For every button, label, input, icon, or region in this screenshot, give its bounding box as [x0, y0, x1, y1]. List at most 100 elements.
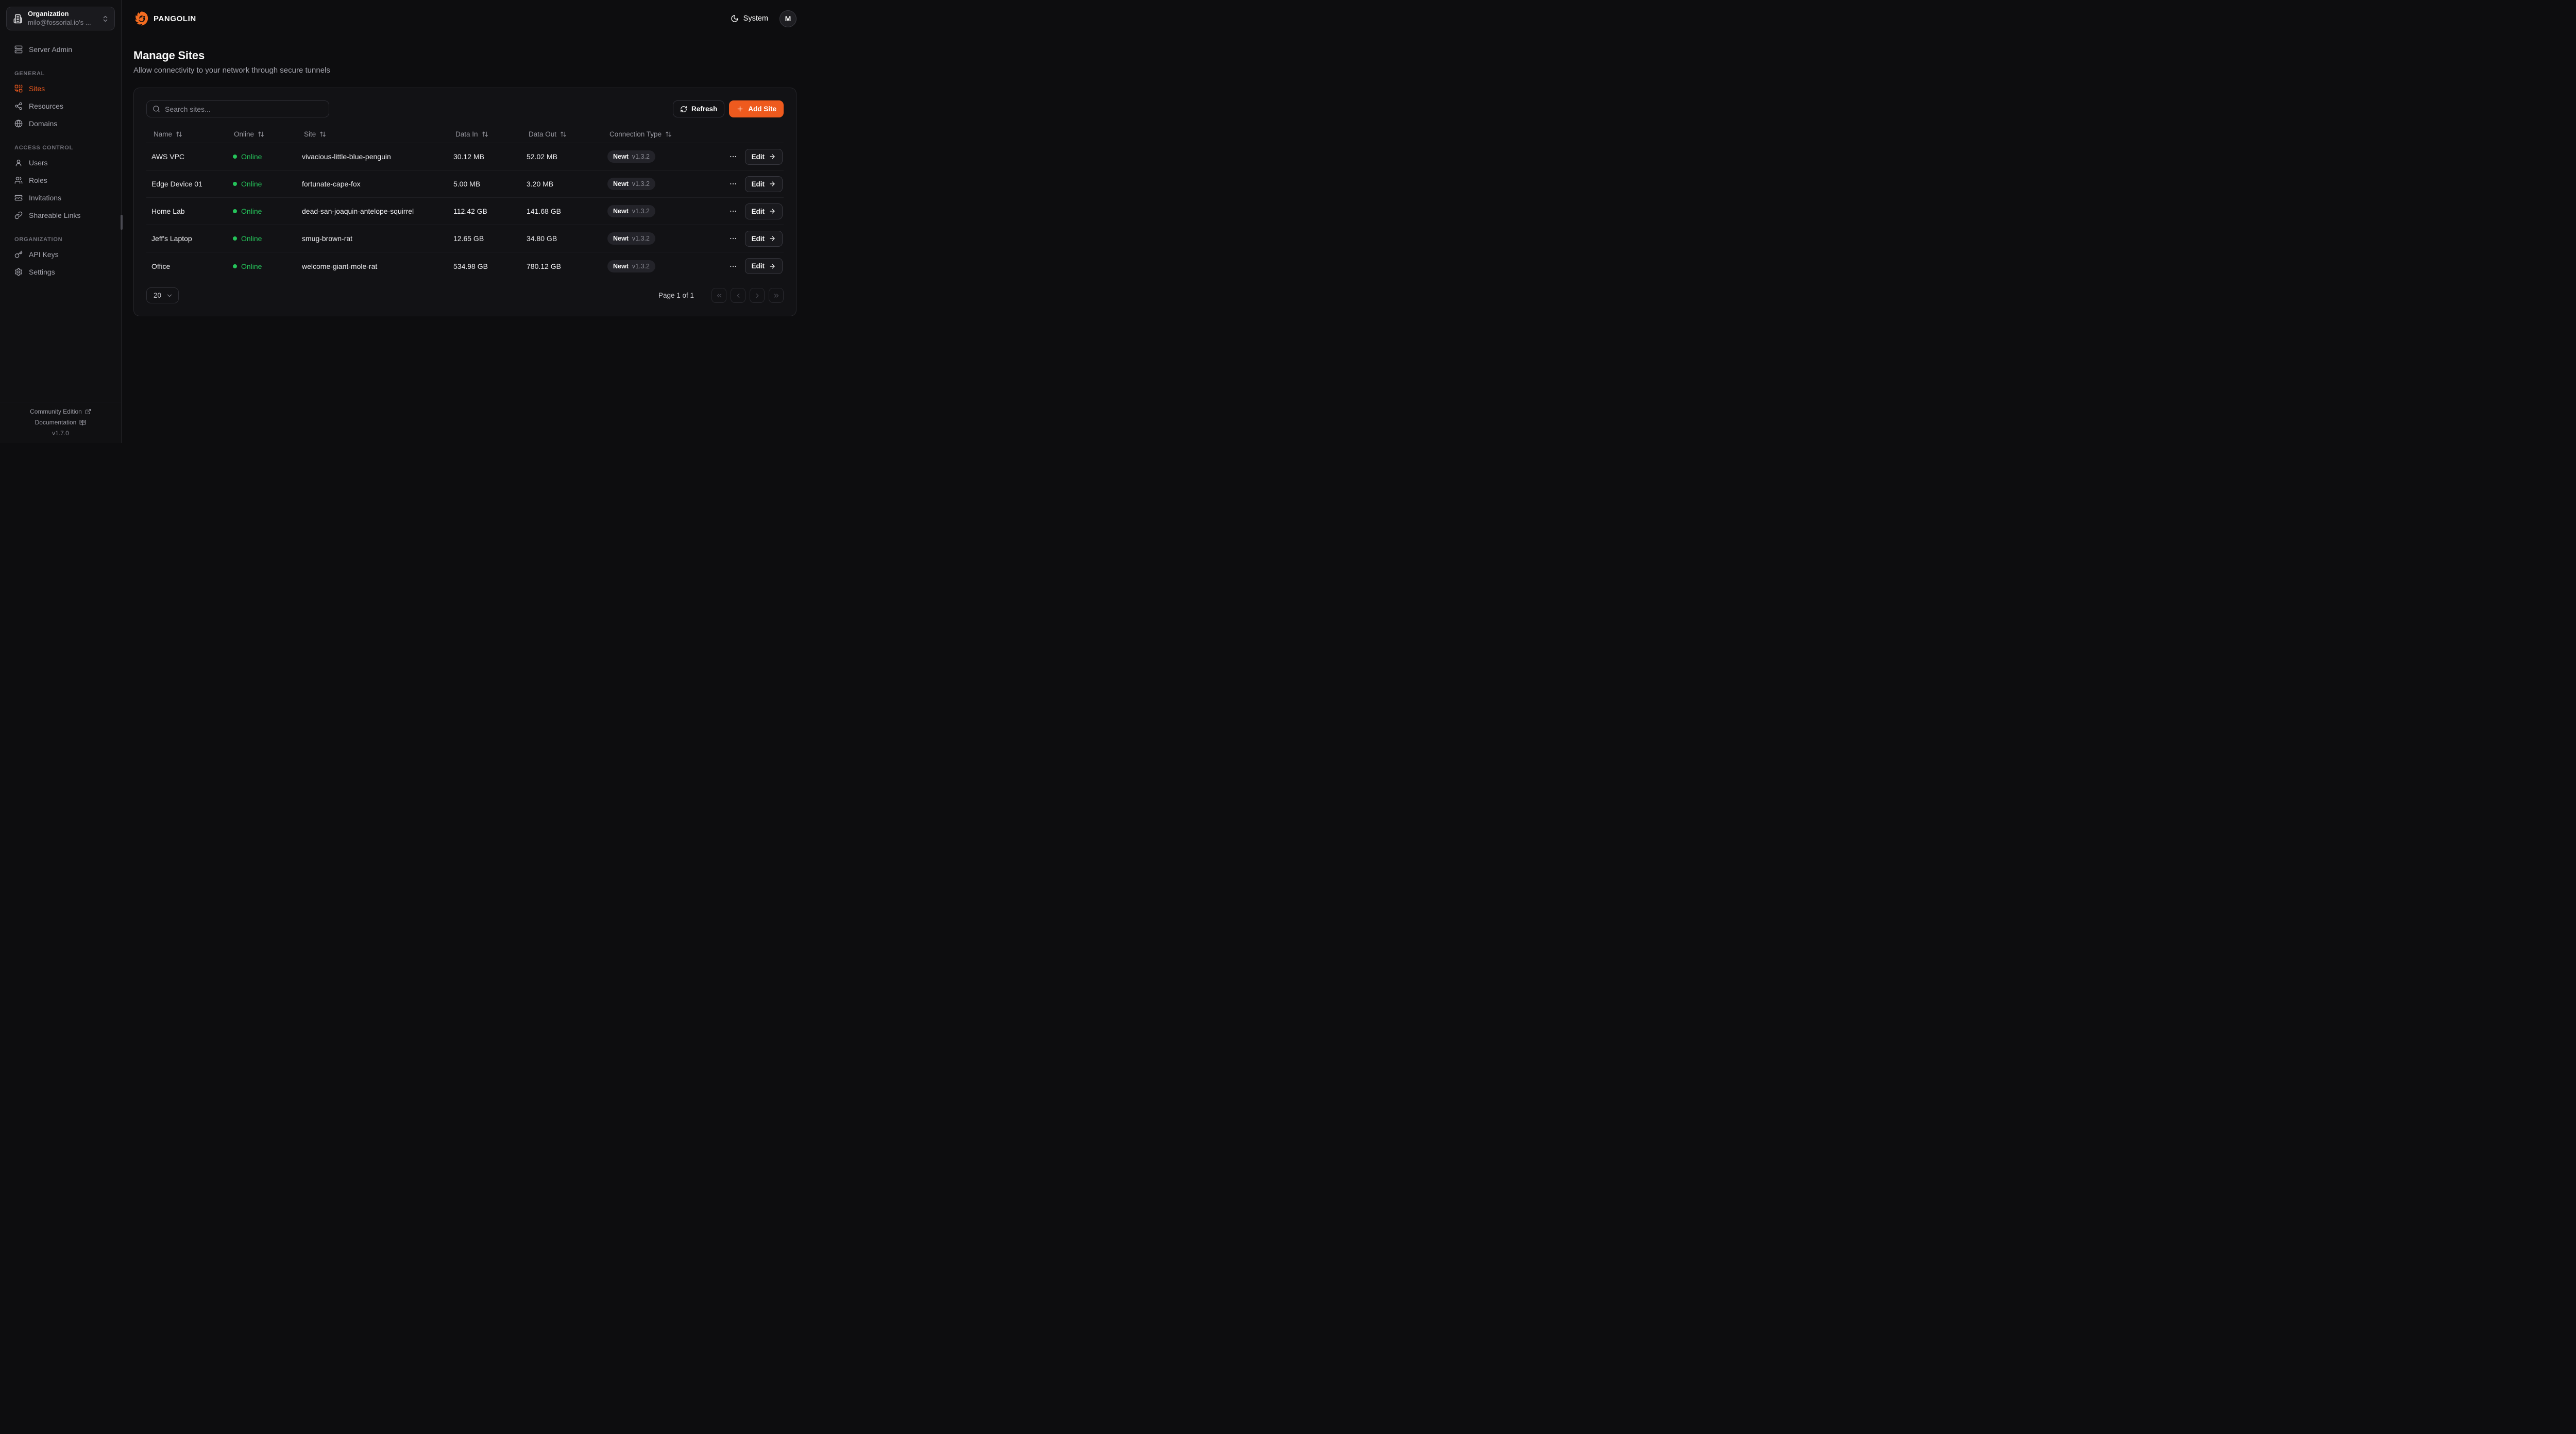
- site-name-cell: Home Lab: [151, 207, 185, 215]
- connection-type-cell: Newt v1.3.2: [602, 232, 719, 245]
- chevron-left-icon: [737, 293, 739, 298]
- arrow-right-icon: [770, 154, 775, 159]
- sidebar-item-settings[interactable]: Settings: [6, 263, 115, 281]
- column-header-data-in[interactable]: Data In: [448, 130, 521, 138]
- table-body: AWS VPC Online vivacious-little-blue-pen…: [146, 143, 784, 280]
- arrow-right-icon: [770, 181, 775, 186]
- arrow-right-icon: [770, 263, 775, 269]
- app-version: v1.7.0: [52, 430, 69, 437]
- connection-type-cell: Newt v1.3.2: [602, 178, 719, 190]
- combine-icon: [14, 84, 23, 93]
- row-menu-button[interactable]: [726, 259, 740, 274]
- community-edition-link[interactable]: Community Edition: [30, 408, 91, 415]
- column-header-online[interactable]: Online: [227, 130, 297, 138]
- search-input[interactable]: [165, 105, 323, 113]
- data-in-cell: 5.00 MB: [453, 180, 481, 188]
- edit-button[interactable]: Edit: [744, 230, 783, 247]
- add-site-button[interactable]: Add Site: [729, 100, 784, 117]
- org-picker[interactable]: Organization milo@fossorial.io's ...: [6, 7, 115, 30]
- edit-button[interactable]: Edit: [744, 176, 783, 192]
- arrow-right-icon: [770, 236, 775, 241]
- theme-toggle[interactable]: System: [731, 14, 768, 23]
- online-dot-icon: [233, 236, 237, 241]
- newt-badge: Newt v1.3.2: [607, 150, 655, 163]
- sort-icon: [258, 131, 264, 138]
- table-row: Edge Device 01 Online fortunate-cape-fox…: [146, 170, 784, 198]
- sidebar-item-domains[interactable]: Domains: [6, 115, 115, 132]
- online-dot-icon: [233, 209, 237, 213]
- pagination: 20 Page 1 of 1: [146, 287, 784, 303]
- connection-type-cell: Newt v1.3.2: [602, 205, 719, 217]
- first-page-button[interactable]: [711, 288, 726, 303]
- page-subtitle: Allow connectivity to your network throu…: [133, 66, 330, 75]
- data-out-cell: 34.80 GB: [527, 234, 557, 243]
- row-menu-button[interactable]: [726, 204, 740, 218]
- table-row: AWS VPC Online vivacious-little-blue-pen…: [146, 143, 784, 170]
- edit-button[interactable]: Edit: [744, 203, 783, 219]
- ellipsis-icon: [730, 156, 736, 158]
- documentation-link[interactable]: Documentation: [35, 419, 87, 426]
- column-header-data-out[interactable]: Data Out: [521, 130, 602, 138]
- previous-page-button[interactable]: [731, 288, 745, 303]
- ellipsis-icon: [730, 237, 736, 240]
- server-icon: [14, 45, 23, 54]
- sidebar-resize-handle[interactable]: [121, 215, 123, 230]
- data-in-cell: 112.42 GB: [453, 207, 487, 215]
- online-dot-icon: [233, 155, 237, 159]
- chevron-down-icon: [166, 292, 173, 299]
- section-label-organization: ORGANIZATION: [14, 236, 63, 243]
- site-status-cell: Online: [227, 152, 297, 161]
- newt-badge: Newt v1.3.2: [607, 232, 655, 245]
- sidebar-item-api-keys[interactable]: API Keys: [6, 246, 115, 263]
- sidebar-item-users[interactable]: Users: [6, 154, 115, 172]
- sidebar-item-shareable-links[interactable]: Shareable Links: [6, 207, 115, 224]
- refresh-button[interactable]: Refresh: [672, 100, 725, 117]
- sites-card: Refresh Add Site Name Online Site Data I…: [133, 88, 796, 316]
- moon-icon: [731, 14, 739, 23]
- main-content: PANGOLIN System M Manage Sites Allow con…: [122, 0, 808, 443]
- chevrons-right-icon: [774, 294, 778, 297]
- column-header-connection-type[interactable]: Connection Type: [602, 130, 719, 138]
- page-size-select[interactable]: 20: [146, 287, 179, 303]
- sidebar-item-server-admin[interactable]: Server Admin: [6, 41, 115, 58]
- column-header-site[interactable]: Site: [297, 130, 448, 138]
- user-icon: [14, 159, 23, 167]
- pangolin-logo-icon: [133, 11, 149, 27]
- sidebar-footer: Community Edition Documentation v1.7.0: [0, 402, 121, 443]
- site-slug-cell: dead-san-joaquin-antelope-squirrel: [302, 207, 414, 215]
- sidebar-item-resources[interactable]: Resources: [6, 97, 115, 115]
- sort-icon: [482, 131, 488, 138]
- site-name-cell: Office: [151, 262, 171, 270]
- row-menu-button[interactable]: [726, 231, 740, 246]
- sidebar-item-sites[interactable]: Sites: [6, 80, 115, 97]
- newt-badge: Newt v1.3.2: [607, 260, 655, 272]
- data-in-cell: 534.98 GB: [453, 262, 488, 270]
- sidebar-item-roles[interactable]: Roles: [6, 172, 115, 189]
- brand: PANGOLIN: [133, 11, 196, 27]
- site-slug-cell: welcome-giant-mole-rat: [302, 262, 378, 270]
- site-slug-cell: fortunate-cape-fox: [302, 180, 361, 188]
- row-menu-button[interactable]: [726, 177, 740, 191]
- sites-table: Name Online Site Data In Data Out Connec…: [146, 126, 784, 280]
- chevrons-up-down-icon: [101, 15, 109, 23]
- site-name-cell: Edge Device 01: [151, 180, 202, 188]
- share-icon: [14, 102, 23, 110]
- ellipsis-icon: [730, 183, 736, 185]
- next-page-button[interactable]: [750, 288, 765, 303]
- data-out-cell: 141.68 GB: [527, 207, 561, 215]
- data-in-cell: 30.12 MB: [453, 152, 484, 161]
- sidebar-item-invitations[interactable]: Invitations: [6, 189, 115, 207]
- edit-button[interactable]: Edit: [744, 258, 783, 274]
- last-page-button[interactable]: [769, 288, 784, 303]
- page-title: Manage Sites: [133, 49, 205, 62]
- column-header-name[interactable]: Name: [146, 130, 227, 138]
- sort-icon: [560, 131, 567, 138]
- site-status-cell: Online: [227, 262, 297, 270]
- section-label-access-control: ACCESS CONTROL: [14, 145, 74, 151]
- edit-button[interactable]: Edit: [744, 148, 783, 165]
- avatar[interactable]: M: [779, 10, 796, 27]
- online-dot-icon: [233, 182, 237, 186]
- site-status-cell: Online: [227, 234, 297, 243]
- row-menu-button[interactable]: [726, 149, 740, 164]
- site-slug-cell: vivacious-little-blue-penguin: [302, 152, 391, 161]
